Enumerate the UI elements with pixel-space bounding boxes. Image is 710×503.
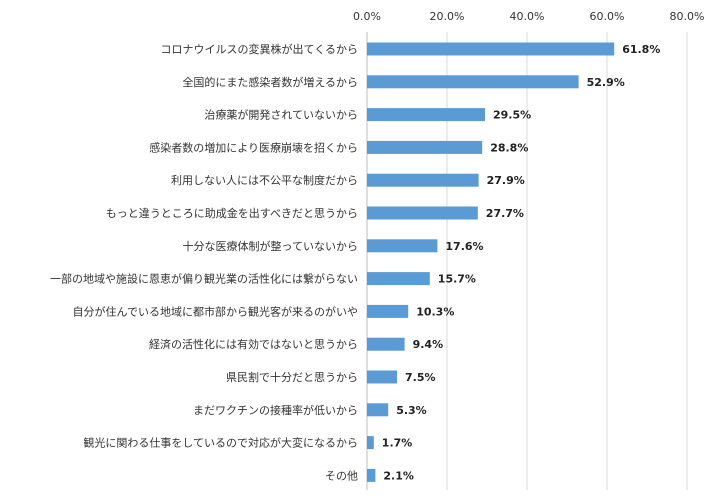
data-label: 29.5%	[493, 109, 531, 122]
bar	[367, 370, 397, 384]
category-label: その他	[325, 469, 358, 482]
data-label: 52.9%	[587, 76, 625, 89]
category-label: 全国的にまた感染者数が増えるから	[182, 75, 358, 89]
x-tick-label: 40.0%	[510, 10, 545, 23]
data-label: 10.3%	[416, 305, 454, 318]
x-tick-label: 0.0%	[353, 10, 381, 23]
data-labels: 61.8% 52.9% 29.5% 28.8% 27.9% 27.7% 17.6% 15.7%…	[382, 43, 661, 482]
x-tick-label: 60.0%	[590, 10, 625, 23]
bar	[367, 140, 483, 154]
category-label: 利用しない人には不公平な制度だから	[171, 173, 358, 187]
bar	[367, 436, 374, 450]
data-label: 15.7%	[438, 273, 476, 286]
bar	[367, 108, 485, 122]
bar	[367, 75, 579, 89]
bar	[367, 337, 405, 351]
data-label: 5.3%	[396, 404, 427, 417]
data-label: 28.8%	[490, 141, 528, 154]
data-label: 9.4%	[413, 338, 444, 351]
data-label: 7.5%	[405, 371, 436, 384]
x-tick-label: 20.0%	[430, 10, 465, 23]
bar	[367, 173, 479, 187]
grid-layer	[366, 32, 688, 490]
bars	[367, 42, 615, 482]
bar	[367, 206, 478, 220]
data-label: 27.7%	[486, 207, 524, 220]
bar	[367, 304, 409, 318]
category-label: 治療薬が開発されていないから	[204, 108, 358, 122]
category-label: 感染者数の増加により医療崩壊を招くから	[149, 140, 358, 154]
category-label: 一部の地域や施設に恩恵が偏り観光業の活性化には繋がらない	[50, 272, 358, 286]
category-label: もっと違うところに助成金を出すべきだと思うから	[106, 206, 358, 220]
bar	[367, 403, 389, 417]
category-label: コロナウイルスの変異株が出てくるから	[161, 42, 358, 56]
data-label: 1.7%	[382, 437, 413, 450]
bar	[367, 42, 615, 56]
category-labels: コロナウイルスの変異株が出てくるから全国的にまた感染者数が増えるから治療薬が開発…	[50, 42, 358, 482]
data-label: 61.8%	[622, 43, 660, 56]
data-label: 2.1%	[383, 469, 414, 482]
bar	[367, 239, 438, 253]
category-label: 県民割で十分だと思うから	[226, 370, 358, 384]
bar	[367, 272, 430, 286]
category-label: 十分な医療体制が整っていないから	[183, 239, 358, 253]
category-label: 自分が住んでいる地域に都市部から観光客が来るのがいや	[73, 304, 358, 318]
x-tick-label: 80.0%	[670, 10, 705, 23]
data-label: 27.9%	[487, 174, 525, 187]
bar	[367, 468, 376, 482]
data-label: 17.6%	[445, 240, 483, 253]
category-label: まだワクチンの接種率が低いから	[193, 403, 358, 417]
x-tick-labels: 0.0% 20.0% 40.0% 60.0% 80.0%	[353, 10, 704, 23]
category-label: 観光に関わる仕事をしているので対応が大変になるから	[83, 436, 358, 450]
category-label: 経済の活性化には有効ではないと思うから	[149, 337, 358, 351]
